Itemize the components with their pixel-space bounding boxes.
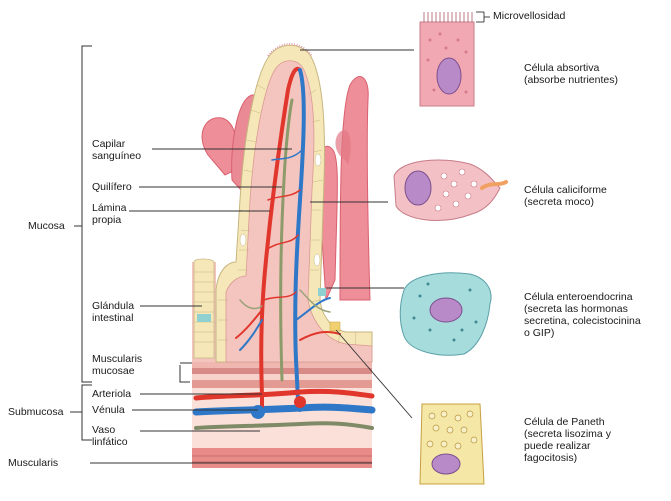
- leader-lines: [90, 11, 490, 464]
- label-submucosa: Submucosa: [8, 406, 64, 418]
- label-celula-paneth: Célula de Paneth (secreta lisozima y pued…: [524, 416, 611, 464]
- enteroendocrine-cell: [399, 272, 492, 356]
- absorptive-cell: [419, 12, 475, 107]
- label-vaso-linfatico: Vaso linfático: [92, 424, 128, 448]
- vessels: [192, 66, 376, 430]
- label-mucosa: Mucosa: [28, 220, 65, 232]
- layer-brackets: [70, 45, 192, 441]
- label-celula-enteroendocrina: Célula enteroendocrina (secreta las hormo…: [524, 291, 641, 339]
- label-lamina-propia: Lámina propia: [92, 202, 127, 226]
- label-venula: Vénula: [92, 404, 125, 416]
- label-quilifero: Quilífero: [92, 181, 132, 193]
- label-glandula: Glándula intestinal: [92, 300, 135, 324]
- label-muscularis-mucosae: Muscularis mucosae: [92, 353, 143, 377]
- label-muscularis: Muscularis: [8, 457, 59, 469]
- label-celula-absortiva: Célula absortiva (absorbe nutrientes): [524, 62, 618, 86]
- label-celula-caliciforme: Célula caliciforme (secreta moco): [524, 184, 607, 208]
- intestinal-gland: [192, 258, 216, 362]
- paneth-cell: [419, 403, 485, 485]
- goblet-cell: [393, 159, 508, 221]
- label-arteriola: Arteriola: [92, 388, 132, 400]
- label-microvellosidad: Microvellosidad: [493, 10, 566, 22]
- label-capilar: Capilar sanguíneo: [92, 138, 142, 162]
